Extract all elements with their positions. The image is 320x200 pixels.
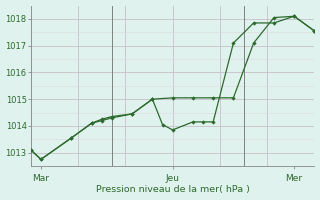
X-axis label: Pression niveau de la mer( hPa ): Pression niveau de la mer( hPa )	[96, 185, 250, 194]
